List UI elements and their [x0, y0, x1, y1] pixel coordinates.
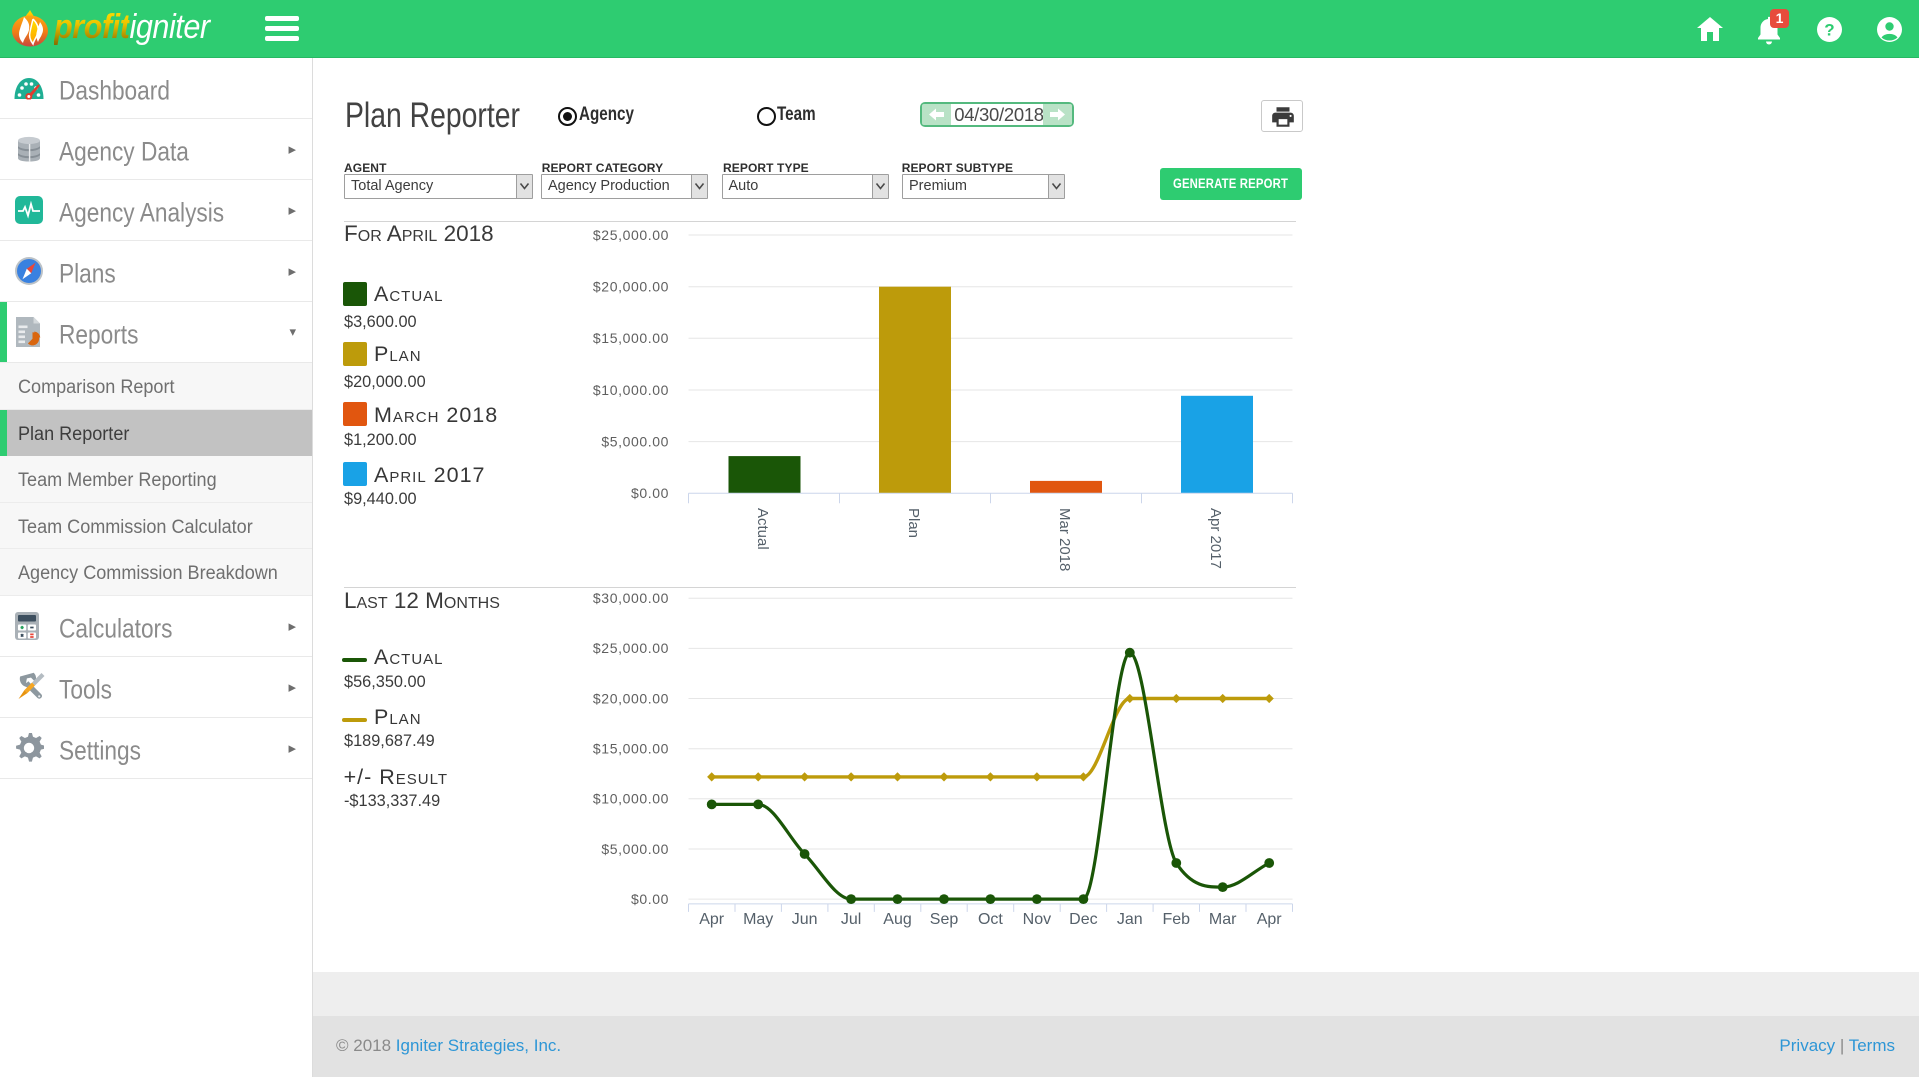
svg-text:$5,000.00: $5,000.00 — [601, 433, 669, 449]
svg-text:$5,000.00: $5,000.00 — [601, 841, 669, 857]
svg-text:Apr: Apr — [699, 911, 725, 928]
svg-text:?: ? — [1824, 21, 1834, 40]
svg-text:Plan: Plan — [905, 508, 922, 538]
svg-text:$10,000.00: $10,000.00 — [593, 791, 669, 807]
svg-text:Mar: Mar — [1209, 911, 1237, 928]
svg-text:$25,000.00: $25,000.00 — [593, 640, 669, 656]
svg-text:Feb: Feb — [1163, 911, 1191, 928]
svg-text:Jun: Jun — [792, 911, 818, 928]
svg-text:Actual: Actual — [754, 508, 771, 550]
svg-text:$20,000.00: $20,000.00 — [593, 279, 669, 295]
svg-text:Aug: Aug — [883, 911, 911, 928]
svg-text:Apr 2017: Apr 2017 — [1207, 508, 1224, 569]
svg-text:Jul: Jul — [841, 911, 861, 928]
svg-text:$20,000.00: $20,000.00 — [593, 690, 669, 706]
svg-text:Mar 2018: Mar 2018 — [1056, 508, 1073, 571]
svg-text:Sep: Sep — [930, 911, 959, 928]
svg-text:Jan: Jan — [1117, 911, 1143, 928]
svg-text:$10,000.00: $10,000.00 — [593, 382, 669, 398]
svg-text:Nov: Nov — [1023, 911, 1051, 928]
svg-text:Dec: Dec — [1069, 911, 1097, 928]
svg-text:$25,000.00: $25,000.00 — [593, 227, 669, 243]
svg-text:$15,000.00: $15,000.00 — [593, 741, 669, 757]
svg-text:$0.00: $0.00 — [631, 891, 669, 907]
svg-text:$15,000.00: $15,000.00 — [593, 330, 669, 346]
svg-text:$30,000.00: $30,000.00 — [593, 590, 669, 606]
svg-text:Oct: Oct — [978, 911, 1003, 928]
svg-text:May: May — [743, 911, 773, 928]
svg-text:$0.00: $0.00 — [631, 485, 669, 501]
svg-text:Apr: Apr — [1257, 911, 1283, 928]
